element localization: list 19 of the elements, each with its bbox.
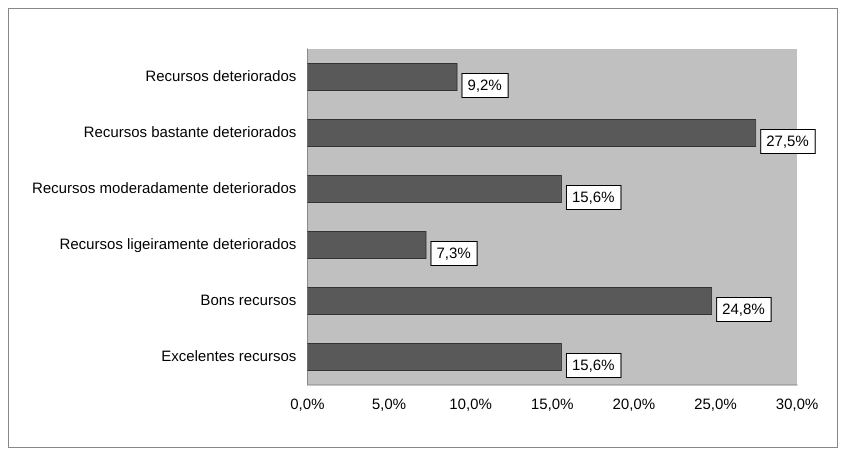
data-label: 24,8% — [722, 301, 765, 318]
x-tick-label: 15,0% — [530, 396, 574, 414]
data-label: 15,6% — [572, 189, 614, 206]
x-tick-label: 20,0% — [612, 396, 656, 414]
x-tick-label: 30,0% — [776, 396, 818, 414]
data-label: 9,2% — [467, 77, 502, 94]
x-tick-label: 10,0% — [449, 396, 492, 414]
y-tick-label: Excelentes recursos — [161, 348, 296, 366]
x-tick-label: 25,0% — [694, 396, 737, 414]
y-tick-label: Recursos deteriorados — [145, 68, 296, 86]
data-label: 15,6% — [572, 357, 614, 374]
y-tick-label: Bons recursos — [200, 292, 296, 310]
y-tick-label: Recursos ligeiramente deteriorados — [60, 236, 296, 254]
y-tick-label: Recursos bastante deteriorados — [84, 124, 296, 142]
y-tick-label: Recursos moderadamente deteriorados — [32, 180, 296, 198]
data-label: 27,5% — [766, 133, 809, 150]
x-tick-label: 5,0% — [372, 396, 406, 414]
data-label: 7,3% — [436, 245, 471, 262]
x-tick-label: 0,0% — [290, 396, 324, 414]
